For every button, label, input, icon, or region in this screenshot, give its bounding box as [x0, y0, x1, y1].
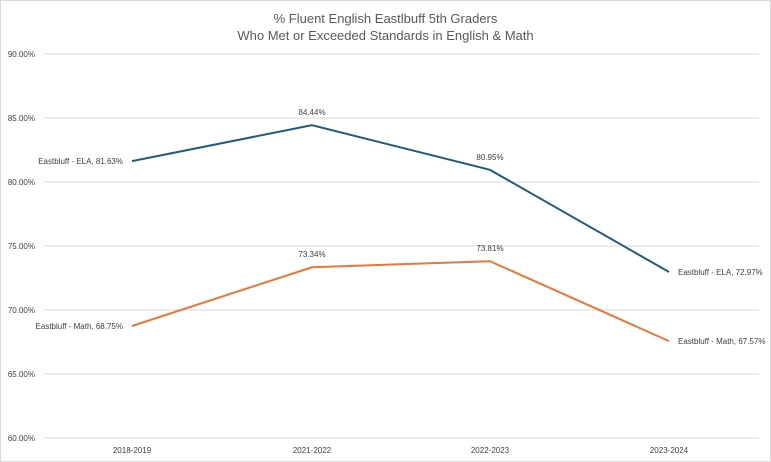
- series-1-data-label-1: 73.34%: [298, 250, 325, 259]
- series-0-data-label-3: Eastbluff - ELA, 72.97%: [678, 268, 763, 277]
- y-tick-label-1: 65.00%: [8, 370, 35, 379]
- series-0-data-label-0: Eastbluff - ELA, 81.63%: [38, 157, 123, 166]
- series-1-data-label-3: Eastbluff - Math, 67.57%: [678, 337, 765, 346]
- line-chart: 60.00% 65.00% 70.00% 75.00% 80.00% 85.00% 90.0…: [1, 1, 770, 461]
- series-0-point-0: [131, 160, 133, 162]
- y-tick-label-5: 85.00%: [8, 114, 35, 123]
- y-tick-label-6: 90.00%: [8, 50, 35, 59]
- series-line-1: [132, 261, 669, 341]
- series-0-point-2: [489, 169, 491, 171]
- y-tick-label-0: 60.00%: [8, 434, 35, 443]
- series-1-data-label-0: Eastbluff - Math, 68.75%: [36, 322, 123, 331]
- x-tick-label-2: 2022-2023: [471, 446, 510, 455]
- y-tick-label-4: 80.00%: [8, 178, 35, 187]
- series-0-data-label-1: 84.44%: [298, 108, 325, 117]
- series-1-point-2: [489, 260, 491, 262]
- series-1-data-label-2: 73.81%: [476, 244, 503, 253]
- series-1-point-1: [311, 266, 313, 268]
- x-tick-label-1: 2021-2022: [293, 446, 332, 455]
- x-tick-label-3: 2023-2024: [650, 446, 689, 455]
- series-line-0: [132, 125, 669, 272]
- chart-area: % Fluent English Eastlbuff 5th Graders W…: [0, 0, 771, 462]
- series-0-point-3: [668, 271, 670, 273]
- x-tick-label-0: 2018-2019: [113, 446, 152, 455]
- series-0-point-1: [311, 124, 313, 126]
- series-1-point-0: [131, 325, 133, 327]
- series-1-point-3: [668, 340, 670, 342]
- y-tick-label-2: 70.00%: [8, 306, 35, 315]
- y-tick-label-3: 75.00%: [8, 242, 35, 251]
- series-0-data-label-2: 80.95%: [476, 153, 503, 162]
